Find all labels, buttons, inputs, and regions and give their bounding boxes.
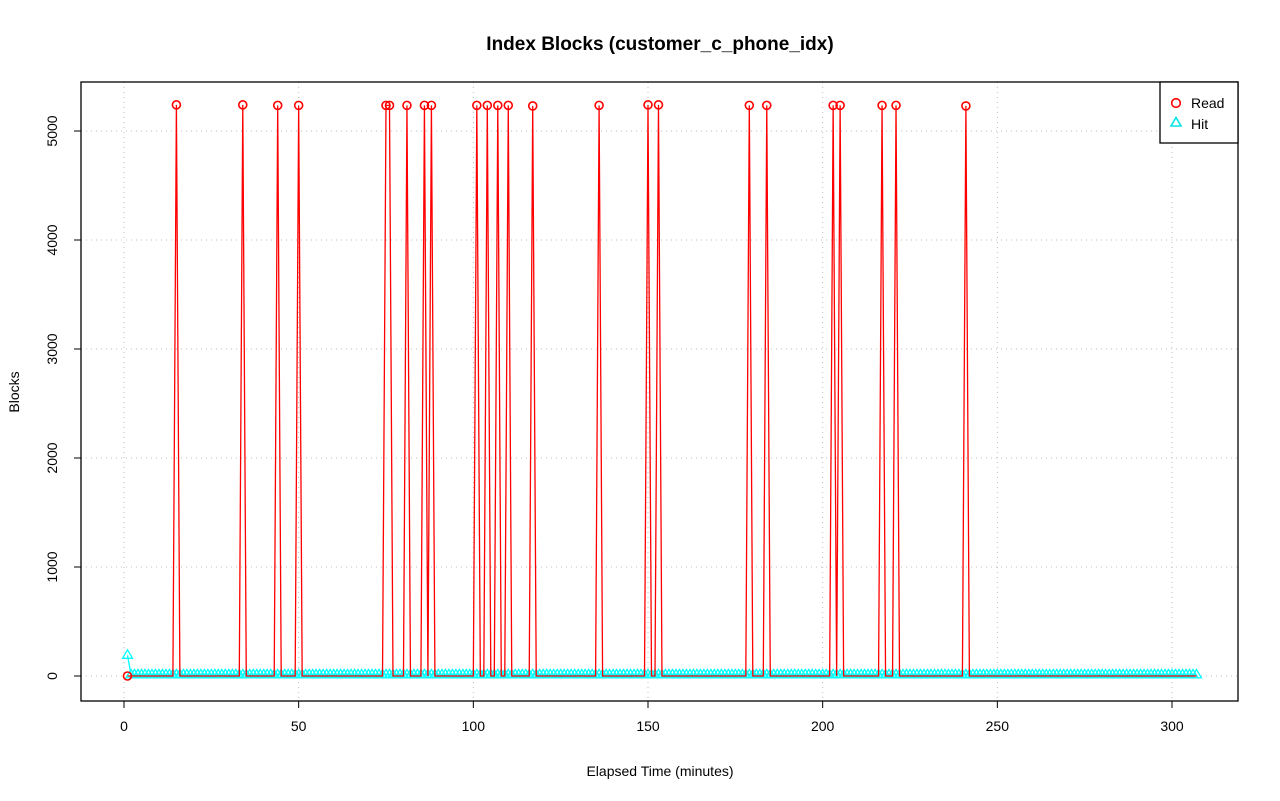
- y-tick-label: 1000: [44, 551, 60, 582]
- read-point: [961, 101, 971, 111]
- read-point: [503, 100, 514, 111]
- x-tick-label: 50: [291, 718, 307, 734]
- read-point: [293, 100, 304, 111]
- legend-read-label: Read: [1191, 95, 1224, 111]
- read-point: [643, 100, 653, 110]
- y-tick-label: 3000: [44, 333, 60, 364]
- legend-box: [1159, 81, 1239, 144]
- x-axis: 0 50 100 150 200 250 300: [120, 701, 1184, 734]
- hit-series: [121, 648, 1203, 679]
- hit-point: [1190, 668, 1203, 679]
- read-point: [419, 100, 430, 111]
- x-tick-label: 200: [811, 718, 835, 734]
- read-point: [472, 100, 482, 111]
- x-tick-label: 150: [636, 718, 660, 734]
- read-point: [761, 100, 772, 111]
- read-point: [835, 100, 845, 111]
- read-point: [877, 100, 887, 111]
- read-point: [426, 100, 437, 111]
- y-tick-label: 2000: [44, 442, 60, 473]
- legend-hit-marker: [1169, 115, 1183, 127]
- y-tick-label: 5000: [44, 115, 60, 146]
- read-series: [122, 100, 1197, 681]
- y-tick-label: 0: [44, 672, 60, 680]
- plot-frame: [80, 81, 1239, 702]
- x-tick-label: 100: [462, 718, 486, 734]
- read-point: [237, 100, 248, 110]
- read-point: [272, 100, 283, 111]
- read-point: [527, 101, 538, 111]
- y-tick-label: 4000: [44, 224, 60, 255]
- read-point: [381, 100, 391, 111]
- legend-hit-label: Hit: [1191, 116, 1208, 132]
- x-tick-label: 250: [986, 718, 1010, 734]
- chart-title: Index Blocks (customer_c_phone_idx): [486, 34, 833, 55]
- read-point: [891, 100, 901, 111]
- legend-read-marker: [1170, 97, 1182, 109]
- read-point: [492, 100, 503, 111]
- read-point: [594, 100, 604, 111]
- read-point: [744, 100, 755, 111]
- x-tick-label: 300: [1160, 718, 1184, 734]
- legend: Read Hit: [1159, 81, 1239, 144]
- x-axis-title: Elapsed Time (minutes): [586, 763, 733, 779]
- read-line: [127, 104, 1197, 677]
- x-tick-label: 0: [120, 718, 128, 734]
- read-point: [828, 100, 838, 111]
- hit-point: [121, 648, 134, 659]
- read-point: [482, 100, 493, 111]
- read-point: [384, 100, 395, 111]
- read-point: [122, 671, 133, 681]
- read-point: [171, 100, 182, 110]
- y-axis-title: Blocks: [6, 371, 22, 412]
- read-point: [653, 100, 664, 110]
- read-point: [402, 100, 412, 111]
- y-axis: 0 1000 2000 3000 4000 5000: [44, 115, 81, 680]
